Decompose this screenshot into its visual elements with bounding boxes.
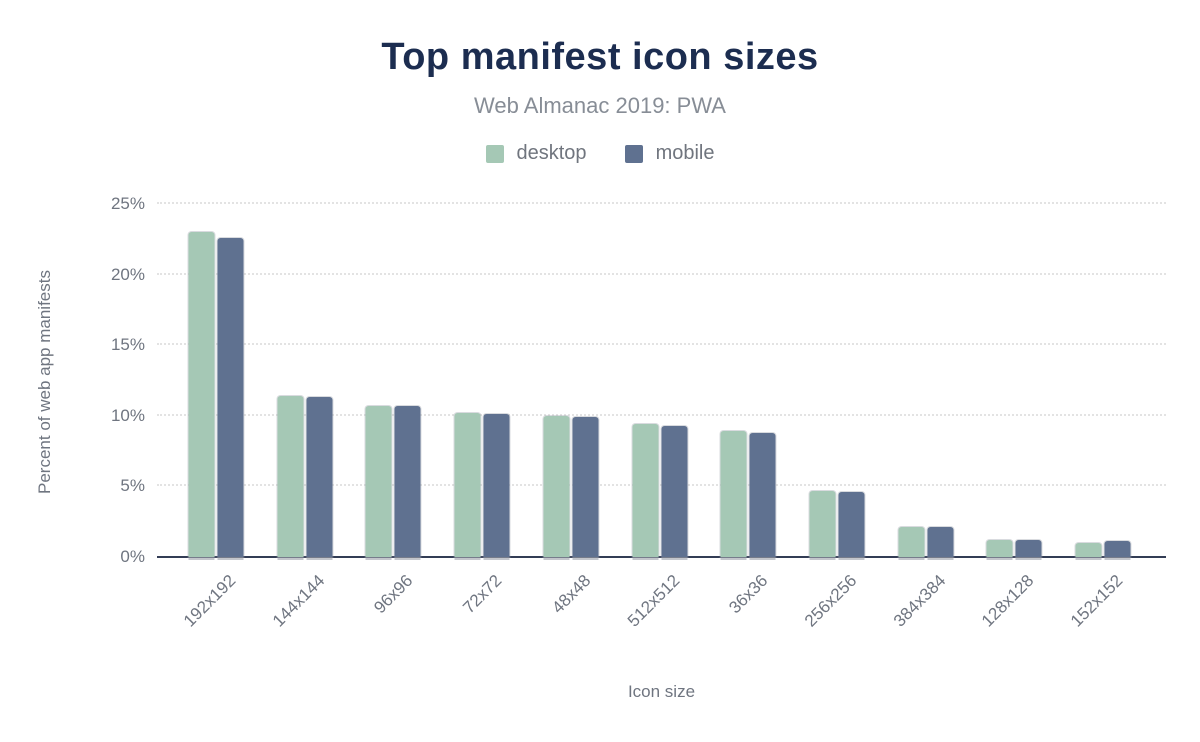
- gridline-15pct: [157, 343, 1166, 346]
- plot-area: [157, 202, 1166, 558]
- y-axis-tick-labels: 0% 5% 10% 15% 20% 25%: [0, 194, 145, 566]
- y-tick-10pct: 10%: [110, 405, 145, 425]
- bar-mobile-36x36[interactable]: [749, 432, 776, 557]
- legend-swatch-desktop: [485, 144, 504, 163]
- legend-swatch-mobile: [624, 144, 643, 163]
- bar-group-192x192: [188, 204, 244, 557]
- bar-desktop-192x192[interactable]: [188, 232, 215, 557]
- x-axis-tick-labels: 192x192 144x144 96x96 72x72 48x48 512x512 36x3…: [157, 557, 1166, 677]
- bar-group-256x256: [809, 204, 865, 557]
- y-tick-25pct: 25%: [110, 194, 145, 213]
- bar-group-36x36: [720, 204, 776, 557]
- chart-title: Top manifest icon sizes: [381, 36, 819, 78]
- chart-subtitle: Web Almanac 2019: PWA: [474, 93, 726, 118]
- gridline-25pct: [157, 202, 1166, 204]
- bar-desktop-384x384[interactable]: [898, 527, 925, 557]
- y-tick-0pct: 0%: [120, 547, 145, 566]
- legend-item-mobile: mobile: [624, 142, 715, 165]
- bar-mobile-192x192[interactable]: [217, 237, 244, 557]
- bar-desktop-48x48[interactable]: [543, 415, 570, 557]
- y-tick-5pct: 5%: [120, 476, 145, 496]
- bar-group-512x512: [632, 204, 687, 557]
- bar-desktop-36x36[interactable]: [720, 431, 747, 557]
- bar-mobile-144x144[interactable]: [306, 397, 333, 557]
- bar-group-384x384: [898, 204, 954, 557]
- legend-label-mobile: mobile: [655, 142, 715, 164]
- bar-mobile-256x256[interactable]: [838, 492, 865, 557]
- bar-desktop-72x72[interactable]: [454, 412, 481, 557]
- bar-group-144x144: [277, 204, 333, 557]
- legend: desktop mobile: [0, 142, 1200, 165]
- bar-group-128x128: [986, 204, 1042, 557]
- bar-mobile-512x512[interactable]: [661, 425, 687, 557]
- x-axis-title: Icon size: [627, 682, 696, 701]
- bar-desktop-256x256[interactable]: [809, 490, 836, 557]
- bar-desktop-96x96[interactable]: [365, 405, 392, 557]
- bar-mobile-96x96[interactable]: [394, 405, 421, 557]
- legend-label-desktop: desktop: [516, 142, 587, 164]
- bar-desktop-144x144[interactable]: [277, 396, 304, 557]
- bar-group-152x152: [1075, 204, 1131, 557]
- gridline-20pct: [157, 272, 1166, 275]
- bar-group-72x72: [454, 204, 510, 557]
- bar-desktop-152x152[interactable]: [1075, 542, 1102, 557]
- bar-mobile-48x48[interactable]: [572, 417, 599, 557]
- bar-mobile-384x384[interactable]: [927, 527, 954, 557]
- legend-item-desktop: desktop: [485, 142, 587, 165]
- bar-mobile-152x152[interactable]: [1104, 541, 1131, 557]
- bar-desktop-128x128[interactable]: [986, 540, 1013, 557]
- bar-mobile-128x128[interactable]: [1015, 540, 1042, 557]
- y-tick-20pct: 20%: [110, 264, 145, 284]
- bar-group-48x48: [543, 204, 599, 557]
- bar-mobile-72x72[interactable]: [483, 414, 510, 557]
- x-axis-line: [157, 556, 1166, 558]
- bar-desktop-512x512[interactable]: [632, 424, 658, 557]
- bar-group-96x96: [365, 204, 421, 557]
- gridline-10pct: [157, 413, 1166, 416]
- y-tick-15pct: 15%: [110, 335, 145, 355]
